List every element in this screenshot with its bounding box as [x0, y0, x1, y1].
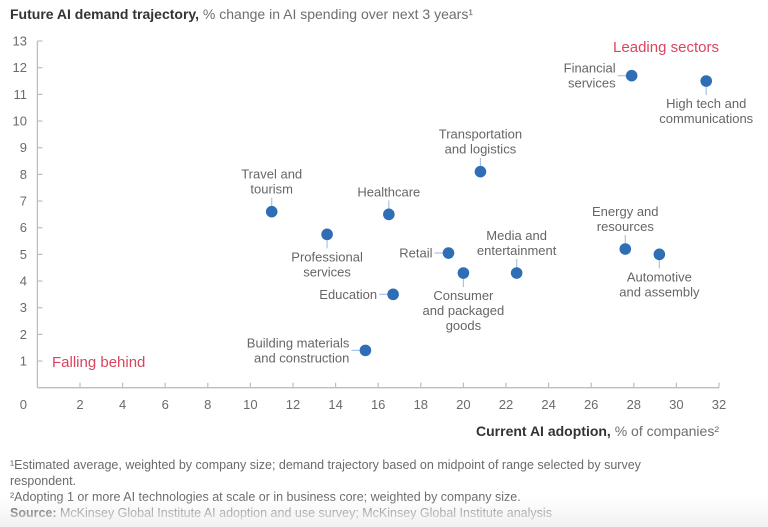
- point-label: entertainment: [477, 243, 557, 258]
- data-point: [700, 75, 713, 87]
- y-tick-label: 1: [20, 354, 27, 369]
- x-tick-label: 12: [286, 397, 300, 412]
- y-tick-label: 12: [13, 60, 27, 75]
- y-tick-label: 9: [20, 140, 27, 155]
- x-tick-label: 20: [456, 397, 470, 412]
- point-label: goods: [446, 318, 482, 333]
- point-label: Financial: [564, 61, 616, 76]
- point-label: Professional: [291, 249, 363, 264]
- annotation-falling-behind: Falling behind: [52, 354, 145, 371]
- point-label: Building materials: [247, 335, 350, 350]
- point-label: High tech and: [666, 96, 746, 111]
- y-tick-label: 6: [20, 220, 27, 235]
- footnote-2: ²Adopting 1 or more AI technologies at s…: [10, 490, 521, 504]
- point-label: Healthcare: [357, 184, 420, 199]
- point-label: and packaged: [423, 303, 505, 318]
- data-point: [653, 248, 666, 261]
- data-point: [510, 267, 523, 279]
- source-line: Source: McKinsey Global Institute AI ado…: [10, 505, 760, 521]
- y-tick-label: 11: [14, 87, 28, 102]
- x-axis-label-rest: % of companies²: [611, 423, 719, 439]
- point-label: and construction: [254, 350, 349, 365]
- data-point: [387, 288, 399, 301]
- x-axis-label: Current AI adoption, % of companies²: [476, 423, 719, 439]
- point-label: Consumer: [433, 288, 494, 303]
- data-point: [265, 205, 278, 218]
- chart-title: Future AI demand trajectory, % change in…: [10, 6, 473, 22]
- y-tick-label: 7: [20, 194, 27, 209]
- source-label: Source:: [10, 506, 57, 520]
- x-tick-label: 28: [627, 397, 641, 412]
- point-label: Retail: [399, 246, 432, 261]
- data-point: [359, 344, 372, 357]
- data-point: [619, 243, 632, 255]
- data-point: [383, 208, 395, 221]
- x-tick-label: 6: [162, 397, 169, 412]
- point-label: services: [568, 76, 616, 91]
- source-text: McKinsey Global Institute AI adoption an…: [56, 506, 552, 520]
- x-tick-label: 30: [669, 397, 683, 412]
- point-label: and logistics: [445, 142, 517, 157]
- annotation-leading-sectors: Leading sectors: [613, 39, 719, 56]
- chart-title-bold: Future AI demand trajectory,: [10, 6, 200, 22]
- y-tick-label: 13: [13, 34, 27, 49]
- y-tick-label: 10: [13, 114, 27, 129]
- data-point: [321, 228, 333, 241]
- y-tick-label: 3: [20, 300, 27, 315]
- point-label: Travel and: [241, 167, 302, 182]
- y-tick-label: 8: [20, 167, 27, 182]
- x-tick-label: 26: [584, 397, 598, 412]
- x-tick-label: 16: [371, 397, 385, 412]
- y-tick-label: 2: [20, 327, 27, 342]
- x-tick-label: 0: [20, 397, 27, 412]
- x-tick-label: 8: [204, 397, 211, 412]
- point-label: services: [303, 264, 351, 279]
- point-label: resources: [597, 219, 655, 234]
- x-tick-label: 18: [414, 397, 428, 412]
- y-tick-label: 5: [20, 247, 27, 262]
- point-label: Media and: [486, 228, 547, 243]
- footnotes: ¹Estimated average, weighted by company …: [10, 457, 760, 521]
- point-label: communications: [659, 111, 753, 126]
- data-point: [625, 69, 638, 82]
- data-point: [474, 165, 487, 178]
- x-tick-label: 2: [76, 397, 83, 412]
- footnote-1: ¹Estimated average, weighted by company …: [10, 458, 641, 488]
- chart-title-rest: % change in AI spending over next 3 year…: [199, 6, 473, 22]
- x-tick-label: 14: [328, 397, 342, 412]
- x-tick-label: 22: [499, 397, 513, 412]
- point-label: Education: [319, 287, 377, 302]
- x-tick-label: 32: [712, 397, 726, 412]
- x-tick-label: 24: [541, 397, 555, 412]
- x-tick-label: 4: [119, 397, 126, 412]
- point-label: tourism: [250, 182, 293, 197]
- point-label: and assembly: [619, 284, 700, 299]
- x-tick-label: 10: [243, 397, 257, 412]
- x-axis-label-bold: Current AI adoption,: [476, 423, 611, 439]
- point-label: Transportation: [439, 127, 522, 142]
- y-tick-label: 4: [20, 274, 27, 289]
- point-label: Automotive: [627, 269, 692, 284]
- point-label: Energy and: [592, 204, 659, 219]
- data-point: [457, 267, 470, 279]
- data-point: [442, 247, 455, 259]
